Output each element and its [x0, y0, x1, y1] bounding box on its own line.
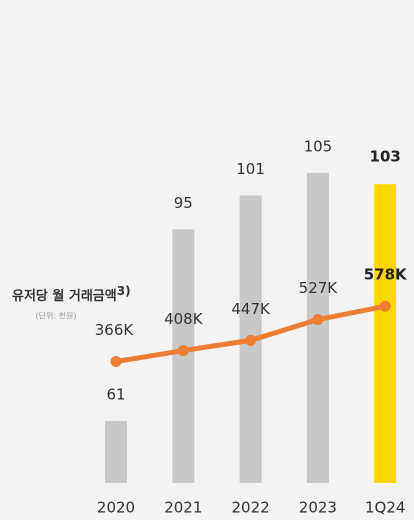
bar: [374, 184, 397, 483]
line-point: [312, 314, 324, 326]
line-point: [245, 334, 257, 346]
chart-subtitle: (단위: 천원): [36, 311, 77, 321]
bar: [105, 420, 127, 483]
bar: [306, 172, 329, 483]
line-point: [177, 345, 189, 357]
bar-value-label: 61: [106, 385, 125, 403]
line-value-label: 408K: [164, 310, 204, 328]
line-point: [110, 356, 122, 368]
bar: [172, 229, 195, 483]
chart-title: 유저당 월 거래금액3): [12, 284, 131, 304]
line-value-label: 578K: [364, 266, 408, 284]
x-tick-label: 2020: [97, 499, 135, 517]
title-note: 3): [117, 284, 131, 298]
line-value-label: 447K: [231, 300, 271, 318]
x-tick-label: 2023: [299, 499, 337, 517]
x-tick-label: 2022: [232, 499, 270, 517]
title-text: 유저당 월 거래금액: [12, 288, 117, 304]
line-point: [379, 300, 391, 312]
x-tick-label: 2021: [164, 499, 202, 517]
x-tick-label: 1Q24: [365, 499, 405, 517]
bar-value-label: 101: [236, 160, 265, 178]
bar-value-label: 103: [370, 148, 401, 166]
bar-value-label: 105: [304, 137, 333, 155]
line-value-label: 527K: [299, 279, 339, 297]
line-value-label: 366K: [95, 321, 135, 339]
bar-value-label: 95: [174, 194, 193, 212]
